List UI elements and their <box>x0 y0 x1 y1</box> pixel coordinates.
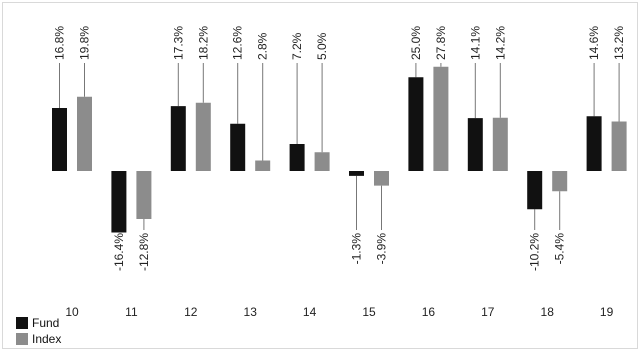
data-label-index-18: -5.4% <box>553 233 567 265</box>
bar-index-15 <box>374 171 389 186</box>
bar-fund-10 <box>52 108 67 171</box>
data-label-fund-11: -16.4% <box>112 233 126 271</box>
x-tick-label-19: 19 <box>600 305 614 319</box>
bar-index-11 <box>136 171 152 219</box>
bar-fund-12 <box>170 106 186 171</box>
bar-index-18 <box>552 171 568 192</box>
bar-index-10 <box>77 96 92 171</box>
legend-swatch-fund <box>16 317 28 329</box>
x-tick-label-17: 17 <box>481 305 495 319</box>
data-label-index-14: 5.0% <box>315 32 329 60</box>
bar-fund-19 <box>586 116 602 171</box>
x-tick-label-10: 10 <box>65 305 79 319</box>
bar-index-12 <box>195 102 211 171</box>
bar-index-14 <box>314 152 330 171</box>
x-tick-label-14: 14 <box>303 305 317 319</box>
bar-index-16 <box>433 66 449 171</box>
legend: Fund Index <box>16 315 61 347</box>
x-tick-label-12: 12 <box>184 305 198 319</box>
data-label-index-16: 27.8% <box>434 26 448 60</box>
data-label-index-19: 13.2% <box>612 26 626 60</box>
x-tick-label-15: 15 <box>362 305 376 319</box>
bar-fund-16 <box>408 77 424 171</box>
data-label-fund-18: -10.2% <box>528 233 542 271</box>
data-label-index-17: 14.2% <box>493 26 507 60</box>
bar-fund-14 <box>289 144 305 171</box>
x-tick-label-16: 16 <box>422 305 436 319</box>
x-tick-label-13: 13 <box>244 305 258 319</box>
bar-index-19 <box>611 121 627 171</box>
legend-item-index: Index <box>16 331 61 347</box>
data-label-fund-12: 17.3% <box>171 26 185 60</box>
legend-label-fund: Fund <box>32 316 60 330</box>
data-label-index-11: -12.8% <box>137 233 151 271</box>
data-label-fund-15: -1.3% <box>350 233 364 265</box>
data-label-fund-19: 14.6% <box>587 26 601 60</box>
data-label-index-13: 2.8% <box>256 32 270 60</box>
bar-fund-18 <box>527 171 543 210</box>
bar-fund-15 <box>349 171 364 176</box>
data-label-fund-13: 12.6% <box>231 26 245 60</box>
legend-label-index: Index <box>32 332 62 346</box>
data-label-index-12: 18.2% <box>196 26 210 60</box>
data-label-fund-17: 14.1% <box>468 26 482 60</box>
x-tick-label-11: 11 <box>125 305 138 319</box>
data-label-fund-10: 16.8% <box>53 26 67 60</box>
legend-swatch-index <box>16 333 28 345</box>
data-label-fund-16: 25.0% <box>409 26 423 60</box>
data-label-index-15: -3.9% <box>375 233 389 265</box>
data-label-index-10: 19.8% <box>78 26 92 60</box>
bar-fund-11 <box>111 171 127 233</box>
bar-fund-17 <box>467 118 483 171</box>
bar-index-13 <box>255 160 271 171</box>
legend-item-fund: Fund <box>16 315 61 331</box>
bar-fund-13 <box>230 123 246 171</box>
data-label-fund-14: 7.2% <box>290 32 304 60</box>
bar-index-17 <box>492 117 508 171</box>
x-tick-label-18: 18 <box>541 305 555 319</box>
